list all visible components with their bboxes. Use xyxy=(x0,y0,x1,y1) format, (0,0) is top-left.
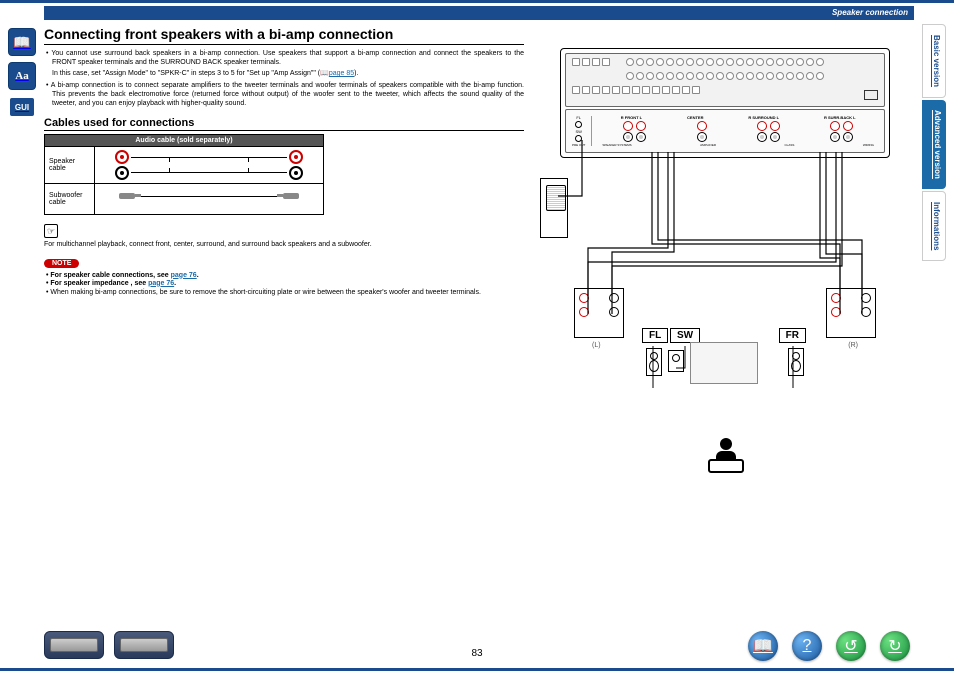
link-page-76-1[interactable]: page 76 xyxy=(171,272,197,279)
aa-icon: Aa xyxy=(8,62,36,90)
speaker-icon-right xyxy=(788,348,804,376)
label-fr: FR xyxy=(779,328,806,343)
intro-bullet-1: You cannot use surround back speakers in… xyxy=(44,49,524,67)
page-title: Connecting front speakers with a bi-amp … xyxy=(44,26,524,45)
contents-button[interactable]: 📖 xyxy=(748,631,778,661)
prev-page-button[interactable]: ↺ xyxy=(836,631,866,661)
tv-icon xyxy=(690,342,758,384)
intro-bullet-3: A bi-amp connection is to connect separa… xyxy=(44,81,524,108)
hand-icon: ☞ xyxy=(44,224,58,238)
tab-advanced-version[interactable]: Advanced version xyxy=(922,100,946,189)
note-item-2: For speaker impedance , see page 76. xyxy=(44,280,524,287)
subwoofer-icon xyxy=(668,350,684,372)
contents-link[interactable] xyxy=(8,28,38,56)
tab-informations[interactable]: Informations xyxy=(922,191,946,261)
note-badge: NOTE xyxy=(44,259,79,268)
tab-basic-version[interactable]: Basic version xyxy=(922,24,946,98)
listener-icon xyxy=(708,438,744,474)
label-l: (L) xyxy=(592,342,601,349)
cable-row-subwoofer: Subwoofer cable xyxy=(45,183,323,214)
label-fl: FL xyxy=(642,328,668,343)
cable-table-header: Audio cable (sold separately) xyxy=(45,135,323,146)
cable-row-speaker: Speaker cable xyxy=(45,146,323,183)
speaker-cable-label: Speaker cable xyxy=(45,147,95,183)
right-tabs: Basic version Advanced version Informati… xyxy=(922,24,946,261)
receiver-io-panel xyxy=(565,53,885,107)
subwoofer-cable-label: Subwoofer cable xyxy=(45,184,95,214)
front-panel-button[interactable] xyxy=(44,631,104,659)
subwoofer-rear xyxy=(540,178,568,238)
speaker-cable-diagram xyxy=(95,147,323,183)
next-page-button[interactable]: ↻ xyxy=(880,631,910,661)
top-border xyxy=(0,0,954,3)
wiring-diagram: FL SW PRE OUT R FRONT L CENTER R SURROUN… xyxy=(540,48,910,488)
book-icon: 📖 xyxy=(753,636,773,656)
speaker-box-left xyxy=(574,288,624,338)
receiver-speaker-terminals: FL SW PRE OUT R FRONT L CENTER R SURROUN… xyxy=(565,109,885,153)
note-item-1: For speaker cable connections, see page … xyxy=(44,272,524,279)
cables-subtitle: Cables used for connections xyxy=(44,117,524,131)
glossary-link[interactable]: Aa xyxy=(8,62,38,90)
header-section-text: Speaker connection xyxy=(832,8,908,17)
receiver-rear-panel: FL SW PRE OUT R FRONT L CENTER R SURROUN… xyxy=(560,48,890,158)
bottom-left-buttons xyxy=(44,631,174,659)
link-page-76-2[interactable]: page 76 xyxy=(148,280,174,287)
rear-panel-button[interactable] xyxy=(114,631,174,659)
forward-icon: ↻ xyxy=(888,636,901,656)
left-icon-column: Aa GUI xyxy=(8,28,38,118)
link-page-85[interactable]: page 85 xyxy=(329,70,354,77)
speaker-box-right xyxy=(826,288,876,338)
speaker-icon-left xyxy=(646,348,662,376)
help-icon: ? xyxy=(803,637,812,655)
gui-icon: GUI xyxy=(8,96,36,118)
back-icon: ↺ xyxy=(844,636,857,656)
label-r: (R) xyxy=(848,342,858,349)
multichannel-note: For multichannel playback, connect front… xyxy=(44,240,524,249)
help-button[interactable]: ? xyxy=(792,631,822,661)
label-sw: SW xyxy=(670,328,700,343)
header-section-bar: Speaker connection xyxy=(44,6,914,20)
intro-para-2: In this case, set "Assign Mode" to "SPKR… xyxy=(44,69,524,78)
main-content: Connecting front speakers with a bi-amp … xyxy=(44,26,524,297)
footer-border xyxy=(0,668,954,671)
note-item-3: When making bi-amp connections, be sure … xyxy=(44,288,524,297)
bottom-nav-buttons: 📖 ? ↺ ↻ xyxy=(748,631,910,661)
cable-table: Audio cable (sold separately) Speaker ca… xyxy=(44,134,324,215)
book-icon xyxy=(8,28,36,56)
subwoofer-cable-diagram xyxy=(95,184,323,208)
gui-link[interactable]: GUI xyxy=(8,96,38,118)
